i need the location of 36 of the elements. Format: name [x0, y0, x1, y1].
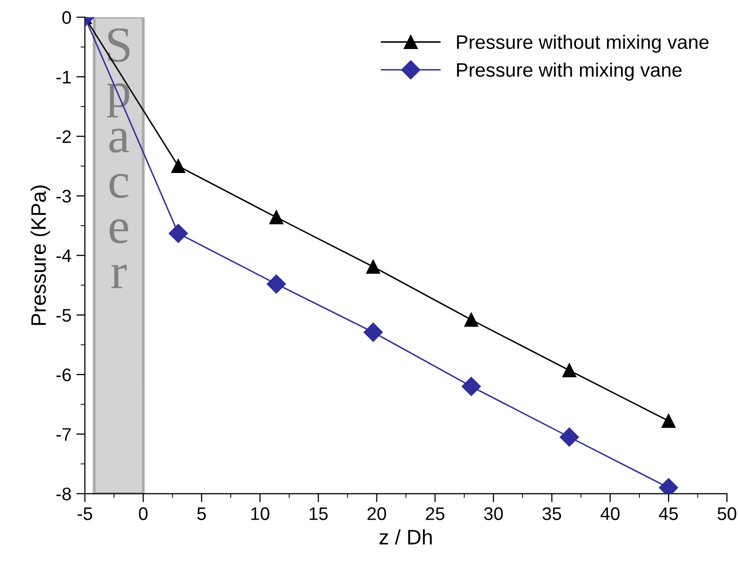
x-tick-label: 10 [251, 507, 270, 520]
point [366, 260, 380, 274]
point [364, 322, 383, 342]
x-tick-label: 0 [138, 507, 148, 520]
point [168, 224, 188, 243]
y-tick-label: -2 [56, 130, 71, 143]
y-axis-title: Pressure (KPa) [30, 186, 50, 325]
x-axis-title: z / Dh [380, 529, 432, 545]
y-tick-label: -3 [56, 190, 71, 203]
x-tick-label: 40 [600, 507, 620, 520]
x-tick-label: 35 [542, 507, 562, 520]
y-tick-label: -4 [56, 250, 72, 262]
x-tick-label: 30 [484, 507, 503, 520]
x-tick-label: 5 [197, 507, 206, 520]
point [269, 210, 284, 224]
x-tick-label: 45 [658, 507, 678, 520]
y-tick-label: -8 [56, 488, 71, 500]
x-tick-label: 25 [426, 507, 444, 520]
y-tick-label: -5 [56, 309, 71, 322]
point [662, 414, 676, 428]
legend-label: Pressure with mixing vane [457, 62, 682, 81]
x-tick-label: -5 [78, 507, 92, 520]
legend-label: Pressure without mixing vane [457, 34, 709, 53]
y-tick-label: 0 [62, 11, 71, 24]
point [462, 376, 481, 396]
point [562, 363, 576, 378]
x-tick-label: 15 [310, 507, 328, 520]
point [171, 159, 186, 174]
point [560, 428, 579, 447]
x-tick-label: 20 [368, 507, 386, 520]
y-tick-label: -7 [56, 428, 71, 441]
y-tick-label: -1 [56, 70, 71, 84]
point [464, 312, 478, 327]
x-tick-label: 50 [718, 507, 736, 520]
y-tick-label: -6 [56, 368, 71, 382]
point [266, 274, 286, 294]
